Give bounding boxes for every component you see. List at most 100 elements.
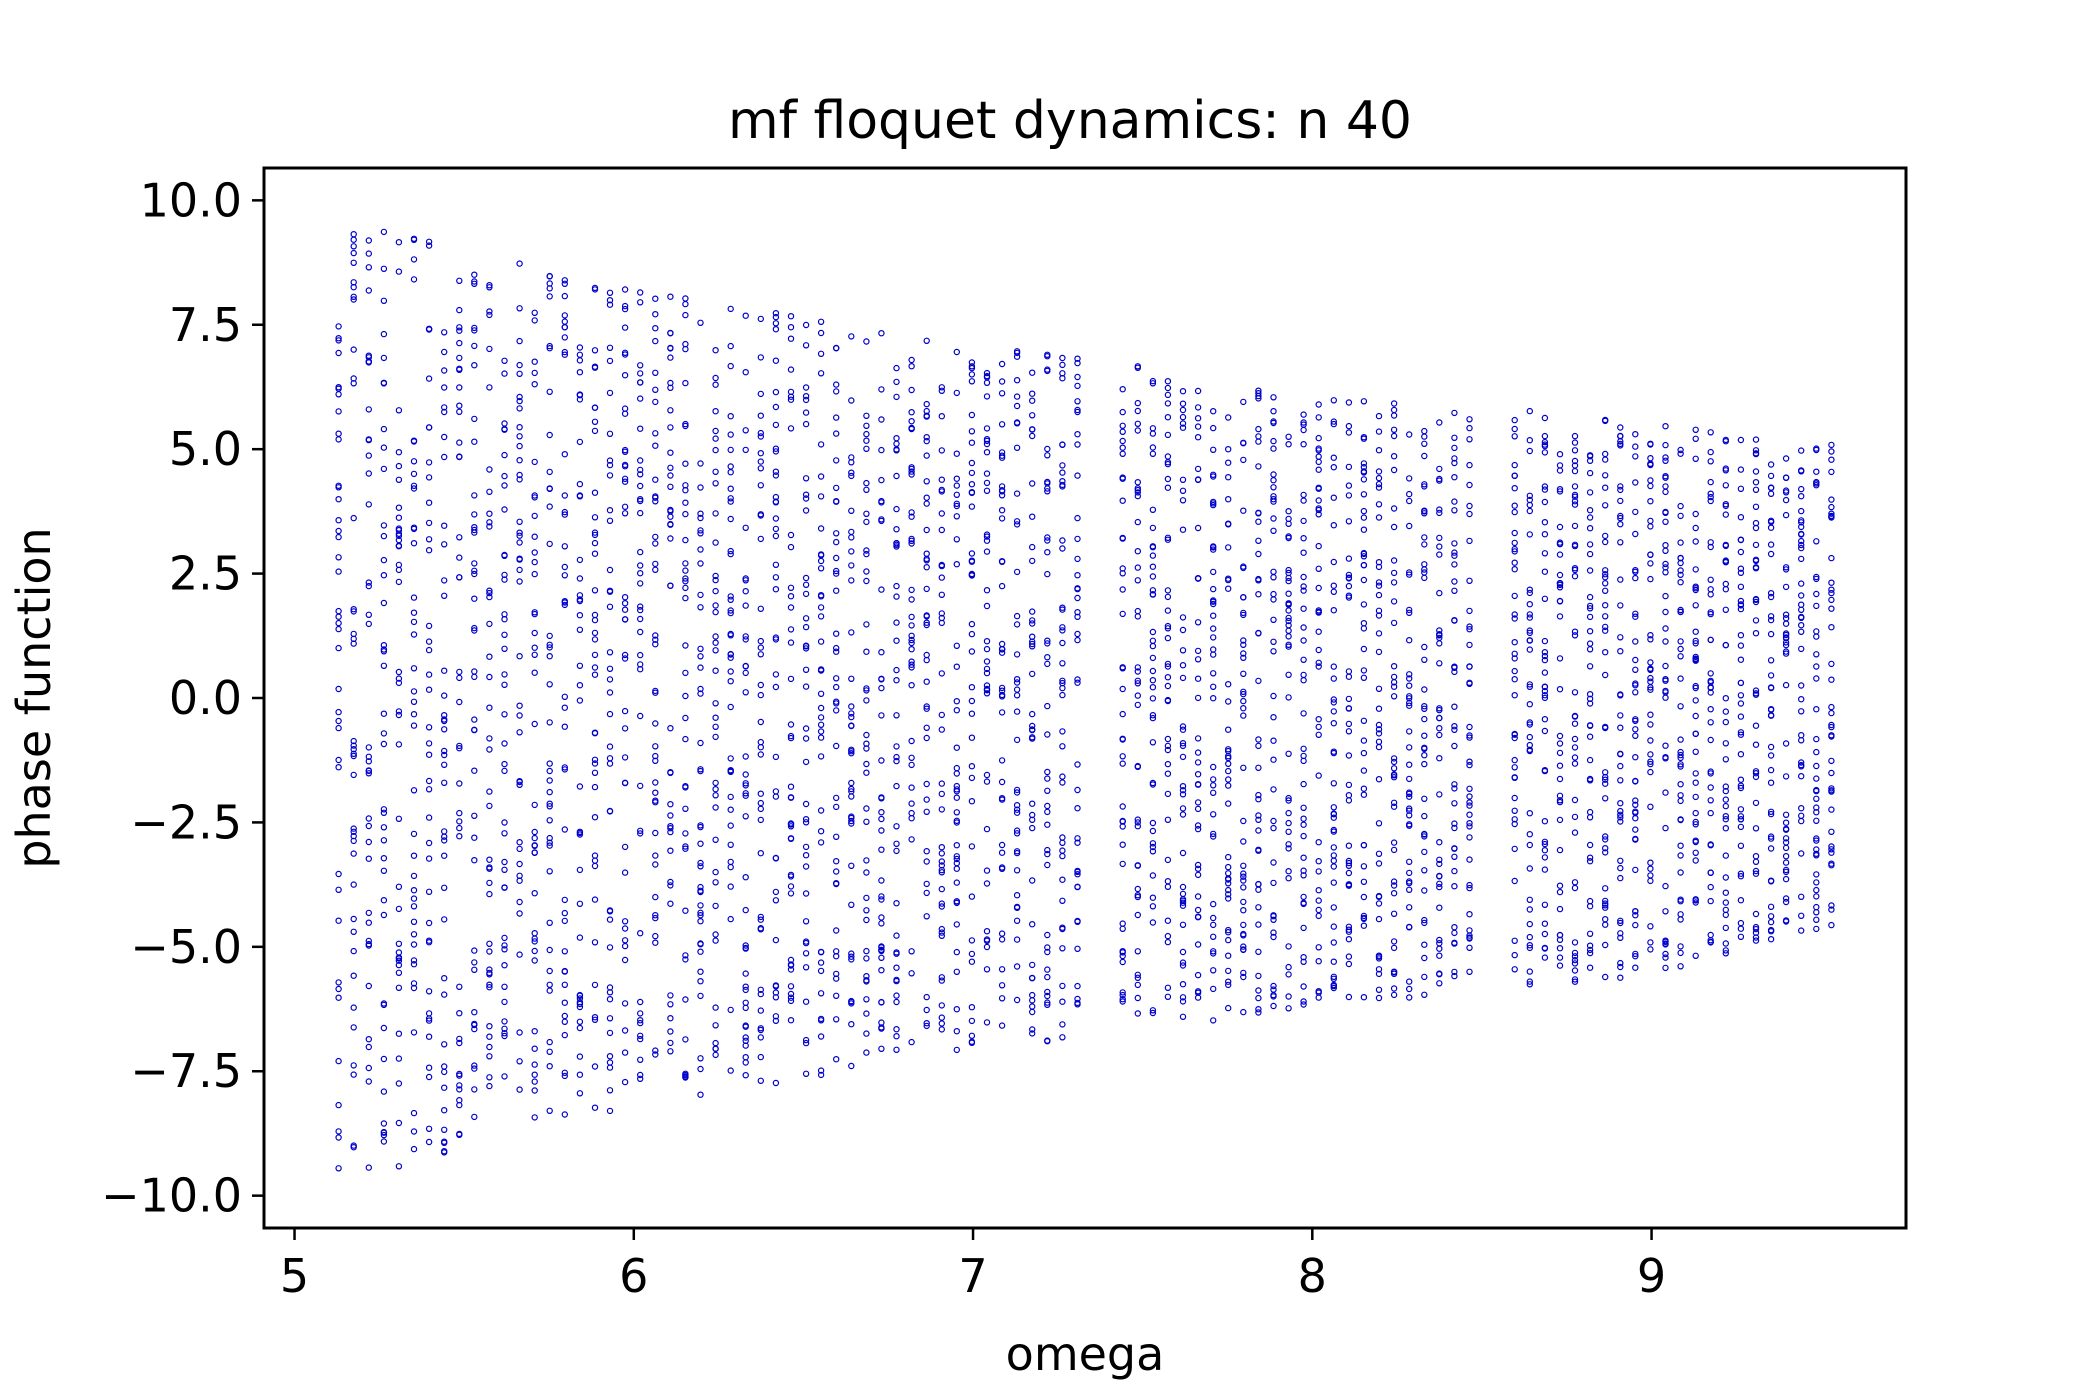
data-point [1662,694,1669,701]
data-point [576,438,584,446]
data-point [697,546,704,553]
data-point [621,918,629,925]
data-point [1074,786,1081,794]
data-point [968,630,976,638]
data-point [787,721,795,728]
data-point [1149,591,1157,598]
data-point [1345,695,1353,703]
data-point [1405,431,1413,438]
data-point [712,647,719,654]
data-point [787,604,795,611]
data-point [652,295,659,302]
data-point [802,758,810,766]
data-point [546,388,553,395]
data-point [1330,454,1338,461]
data-point [1421,887,1428,894]
data-point [380,228,388,236]
data-point [848,1062,855,1070]
data-point [1149,450,1157,457]
data-point [1405,475,1413,482]
data-point [471,1113,478,1121]
data-point [1209,625,1217,632]
data-point [1074,585,1081,593]
data-point [1662,789,1669,796]
data-point [1421,705,1428,713]
data-point [1300,637,1307,644]
data-point [1028,726,1036,733]
data-point [1044,850,1051,858]
data-point [742,1034,749,1041]
data-point [1737,731,1745,738]
data-point [1240,838,1247,845]
data-point [757,465,765,472]
data-point [335,764,342,771]
data-point [968,571,976,579]
data-point [652,689,659,696]
data-point [1059,627,1066,634]
data-point [893,840,900,848]
data-point [1240,641,1247,649]
data-point [1013,867,1021,874]
data-point [1511,461,1518,469]
data-point [1767,918,1775,926]
data-point [1300,441,1307,448]
data-point [1662,824,1669,832]
x-tick-label: 8 [1298,1249,1327,1303]
data-point [1240,969,1247,977]
data-point [1677,567,1684,574]
data-point [380,809,388,817]
data-point [1647,686,1654,693]
data-point [893,823,900,830]
data-point [1405,606,1413,614]
data-point [1466,537,1473,545]
data-point [938,1002,946,1009]
data-point [1737,583,1745,591]
data-point [1586,756,1594,764]
data-point [1179,959,1187,966]
data-point [712,510,719,517]
data-point [1451,781,1458,788]
data-point [1270,714,1277,721]
data-point [471,526,478,534]
data-point [1149,524,1157,532]
data-point [531,890,538,897]
data-point [335,886,342,894]
data-point [863,916,870,924]
data-point [682,578,689,585]
data-point [923,880,930,888]
data-point [1707,497,1714,505]
data-point [637,509,644,517]
data-point [1149,781,1157,788]
data-point [395,1163,403,1170]
data-point [742,602,749,609]
data-point [576,612,584,619]
data-point [652,720,659,727]
data-point [1797,732,1805,739]
data-point [742,312,749,319]
data-point [561,572,569,579]
data-point [968,1032,976,1040]
data-point [1330,923,1338,930]
data-point [742,1071,749,1079]
data-point [410,698,418,706]
data-point [772,983,780,990]
data-point [998,684,1006,692]
data-point [1375,474,1383,482]
data-point [1436,660,1443,667]
data-point [1224,474,1232,481]
data-point [1511,508,1518,516]
data-point [637,666,644,673]
data-point [1315,944,1322,951]
data-point [1013,377,1021,384]
data-point [531,492,538,499]
data-point [531,957,538,964]
data-point [380,855,388,862]
data-point [1662,625,1669,632]
data-point [998,646,1006,653]
data-point [471,966,478,974]
data-point [1240,862,1247,870]
data-point [365,919,372,926]
data-point [1149,587,1157,594]
data-point [1647,659,1654,666]
